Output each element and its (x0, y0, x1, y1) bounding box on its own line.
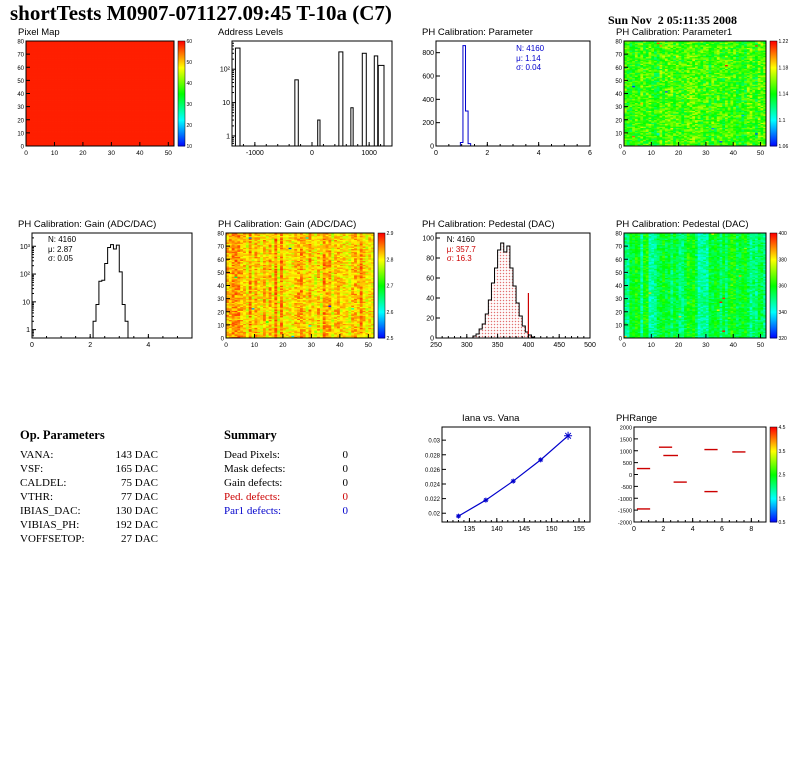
panel-gain-histogram: PH Calibration: Gain (ADC/DAC) N: 4160 μ:… (8, 218, 200, 350)
op-parameter-row: VANA: 143 DAC (20, 449, 158, 461)
address-levels-histogram (208, 38, 400, 158)
stats-box: N: 4160 μ: 1.14 σ: 0.04 (516, 44, 544, 73)
iana-vs-vana-plot (412, 424, 598, 534)
panel-title: PH Calibration: Pedestal (DAC) (422, 219, 555, 230)
summary-title: Summary (224, 428, 277, 442)
phrange-plot (606, 424, 792, 534)
stats-box: N: 4160 μ: 357.7 σ: 16.3 (447, 235, 476, 264)
stats-line: σ: 0.05 (48, 254, 73, 264)
op-parameters-list: VANA: 143 DAC VSF: 165 DAC CALDEL: 75 DAC VTHR… (20, 448, 158, 546)
panel-phrange: PHRange (606, 412, 792, 534)
op-parameter-row: VOFFSETOP: 27 DAC (20, 533, 158, 545)
pixel-map-heatmap (8, 38, 200, 158)
ph-parameter-histogram (412, 38, 598, 158)
timestamp: Sun Nov 2 05:11:35 2008 (608, 13, 738, 27)
panel-title: Address Levels (218, 27, 283, 38)
op-parameter-row: VTHR: 77 DAC (20, 491, 158, 503)
stats-line: μ: 357.7 (446, 244, 476, 254)
op-parameter-row: VSF: 165 DAC (20, 463, 158, 475)
stats-line: σ: 0.04 (516, 63, 542, 73)
gain-histogram (8, 230, 200, 350)
summary-row: Dead Pixels: 0 (224, 449, 348, 461)
page-title: shortTests M0907-071127.09:45 T-10a (C7) (10, 1, 392, 25)
stats-line: N: 4160 (446, 235, 475, 245)
stats-line: μ: 1.14 (516, 53, 541, 63)
pedestal-histogram (412, 230, 598, 350)
panel-address-levels: Address Levels (208, 26, 400, 158)
panel-title: PH Calibration: Pedestal (DAC) (616, 219, 749, 230)
op-parameter-row: IBIAS_DAC: 130 DAC (20, 505, 158, 517)
panel-title: PH Calibration: Parameter1 (616, 27, 733, 38)
panel-iana-vs-vana: Iana vs. Vana (412, 412, 598, 534)
pedestal-heatmap (606, 230, 792, 350)
panel-pedestal-histogram: PH Calibration: Pedestal (DAC) N: 4160 μ:… (412, 218, 598, 350)
summary-row: Par1 defects: 0 (224, 505, 348, 517)
panel-gain-map: PH Calibration: Gain (ADC/DAC) (208, 218, 400, 350)
panel-title: PH Calibration: Gain (ADC/DAC) (218, 219, 357, 230)
ph-parameter1-heatmap (606, 38, 792, 158)
summary-block: Summary Dead Pixels: 0 Mask defects: 0 Gain … (224, 428, 348, 518)
summary-list: Dead Pixels: 0 Mask defects: 0 Gain defects:… (224, 448, 348, 518)
panel-title: Iana vs. Vana (462, 413, 520, 424)
panel-title: PHRange (616, 413, 658, 424)
panel-pedestal-map: PH Calibration: Pedestal (DAC) (606, 218, 792, 350)
stats-line: μ: 2.87 (48, 244, 73, 254)
summary-row: Gain defects: 0 (224, 477, 348, 489)
stats-line: σ: 16.3 (446, 254, 472, 264)
op-parameter-row: VIBIAS_PH: 192 DAC (20, 519, 158, 531)
stats-line: N: 4160 (48, 235, 77, 245)
stats-box: N: 4160 μ: 2.87 σ: 0.05 (48, 235, 76, 264)
panel-title: PH Calibration: Gain (ADC/DAC) (18, 219, 157, 230)
op-parameters-title: Op. Parameters (20, 428, 105, 442)
summary-row: Ped. defects: 0 (224, 491, 348, 503)
panel-pixel-map: Pixel Map (8, 26, 200, 158)
panel-title: PH Calibration: Parameter (422, 27, 533, 38)
panel-title: Pixel Map (18, 27, 60, 38)
stats-line: N: 4160 (516, 44, 545, 54)
panel-ph-parameter: PH Calibration: Parameter N: 4160 μ: 1.14… (412, 26, 598, 158)
op-parameter-row: CALDEL: 75 DAC (20, 477, 158, 489)
panel-ph-parameter1-map: PH Calibration: Parameter1 (606, 26, 792, 158)
op-parameters-block: Op. Parameters VANA: 143 DAC VSF: 165 DAC CA… (20, 428, 158, 546)
summary-row: Mask defects: 0 (224, 463, 348, 475)
gain-heatmap (208, 230, 400, 350)
